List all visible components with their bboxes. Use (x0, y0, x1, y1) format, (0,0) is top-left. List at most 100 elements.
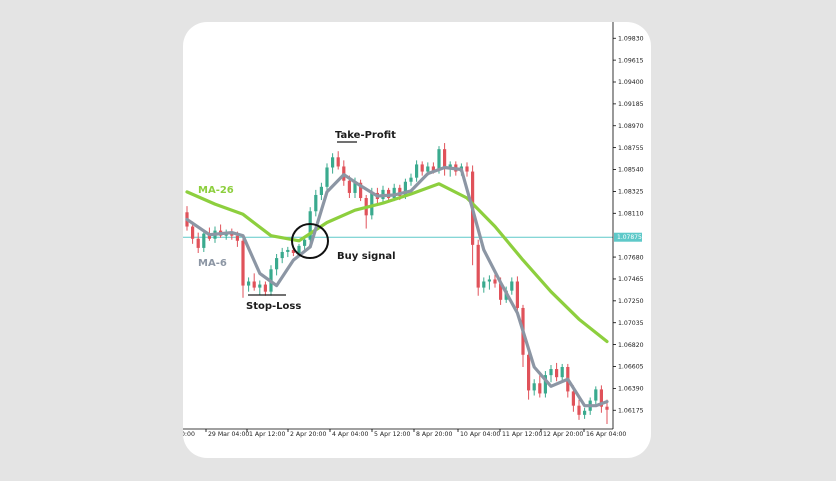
x-tick-label: 5 Apr 12:00 (374, 431, 410, 438)
candle (415, 160, 419, 182)
y-tick-label: 1.08540 (618, 167, 644, 174)
candle (202, 229, 206, 252)
candle-body (409, 177, 413, 182)
take-profit-label: Take-Profit (335, 130, 396, 141)
candle (325, 163, 329, 191)
x-tick-label: 11 Apr 12:00 (502, 431, 542, 438)
candle (487, 275, 491, 290)
candle-body (443, 149, 447, 169)
candle-body (291, 249, 295, 253)
candle (247, 277, 251, 292)
candle-body (247, 281, 251, 286)
candle-body (314, 194, 318, 212)
chart-card: 1.09830 1.09615 1.09400 1.09185 1.08970 1.087… (183, 22, 651, 458)
candle-body (370, 192, 374, 216)
candle-body (549, 369, 553, 376)
x-tick-label: 10 Apr 04:00 (460, 431, 500, 438)
candle (196, 232, 200, 253)
candle-body (527, 354, 531, 391)
candle (482, 277, 486, 293)
candle-body (437, 149, 441, 171)
y-tick-label: 1.07680 (618, 254, 644, 261)
candle-body (241, 240, 245, 286)
candle-body (191, 226, 195, 239)
y-tick-label: 1.09185 (618, 101, 644, 108)
candle-body (258, 284, 262, 288)
candle (443, 143, 447, 176)
candle (280, 247, 284, 264)
candle-body (202, 233, 206, 248)
candle (599, 385, 603, 413)
candle-body (415, 164, 419, 178)
candle-body (448, 164, 452, 169)
candle-body (493, 279, 497, 284)
candle-body (303, 239, 307, 246)
candle-body (331, 157, 335, 168)
candle-body (605, 406, 609, 410)
candle-body (359, 182, 363, 199)
candle-body (353, 182, 357, 193)
ma26-label: MA-26 (198, 185, 234, 196)
candle (583, 407, 587, 419)
candle (465, 162, 469, 177)
candle (549, 364, 553, 383)
x-tick-label: 16 Apr 04:00 (586, 431, 626, 438)
candle-body (571, 391, 575, 406)
stop-loss-label: Stop-Loss (246, 301, 301, 312)
candle-body (392, 187, 396, 199)
candle-body (426, 166, 430, 172)
candle (275, 254, 279, 276)
candle-body (583, 410, 587, 415)
buy-signal-label: Buy signal (337, 251, 396, 262)
candle-body (532, 383, 536, 391)
candle (532, 379, 536, 396)
candle-body (510, 281, 514, 291)
candle-body (286, 249, 290, 252)
candle (577, 399, 581, 420)
candle-body (594, 389, 598, 401)
candle (555, 362, 559, 382)
candle (286, 246, 290, 258)
candle-body (515, 281, 519, 308)
candle (364, 194, 368, 229)
candle (527, 351, 531, 400)
y-tick-label: 1.06175 (618, 407, 644, 414)
candle (493, 274, 497, 288)
candle-body (465, 166, 469, 172)
candle (263, 281, 267, 296)
y-tick-label: 1.09615 (618, 57, 644, 64)
candle-body (336, 157, 340, 167)
candle (420, 161, 424, 176)
price-chart: 1.09830 1.09615 1.09400 1.09185 1.08970 1.087… (183, 22, 644, 438)
ma-6-line (185, 165, 609, 408)
candle-body (297, 245, 301, 253)
candle (359, 179, 363, 202)
candle-body (420, 164, 424, 172)
x-tick-label: 2 Apr 20:00 (290, 431, 326, 438)
candle (314, 189, 318, 217)
ma-26-line (185, 182, 609, 344)
y-tick-label: 1.07035 (618, 320, 644, 327)
candle-body (308, 211, 312, 240)
y-tick-label: 1.07465 (618, 276, 644, 283)
candle-body (263, 284, 267, 292)
y-tick-label: 1.09830 (618, 35, 644, 42)
candle-body (319, 186, 323, 195)
candle-body (398, 187, 402, 196)
candle-body (555, 369, 559, 378)
x-tick-label: 12 Apr 20:00 (543, 431, 583, 438)
candle-body (499, 283, 503, 300)
candle (510, 277, 514, 295)
candle-body (487, 279, 491, 282)
candle (191, 221, 195, 244)
candle-body (431, 166, 435, 171)
x-tick-label: 29 Mar 04:00 (208, 431, 249, 438)
candle-body (325, 167, 329, 187)
candle (331, 153, 335, 174)
candle-body (599, 389, 603, 407)
candle-body (577, 405, 581, 415)
candle-body (252, 281, 256, 288)
candle-body (347, 180, 351, 193)
y-tick-label: 1.08755 (618, 145, 644, 152)
candle (336, 151, 340, 170)
